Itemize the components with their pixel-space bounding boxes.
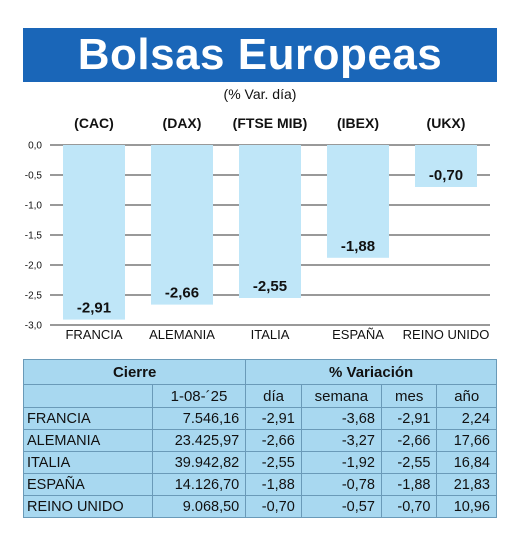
row-name: ALEMANIA — [23, 429, 153, 452]
category-label: FRANCIA — [65, 327, 122, 342]
row-name: ESPAÑA — [23, 473, 153, 496]
row-semana: -3,68 — [300, 407, 382, 430]
row-dia: -2,66 — [245, 429, 302, 452]
y-tick-label: -0,5 — [25, 171, 43, 182]
bar — [239, 145, 301, 298]
table-row: REINO UNIDO 9.068,50 -0,70 -0,57 -0,70 10,96 — [23, 495, 497, 518]
y-tick-label: -1,0 — [25, 201, 43, 212]
category-label: ALEMANIA — [149, 327, 215, 342]
row-cierre: 23.425,97 — [151, 429, 247, 452]
y-tick-label: -2,5 — [25, 291, 43, 302]
y-tick-label: -2,0 — [25, 261, 43, 272]
index-label: (UKX) — [427, 115, 466, 131]
table-row: FRANCIA 7.546,16 -2,91 -3,68 -2,91 2,24 — [23, 407, 497, 430]
index-label: (CAC) — [74, 115, 114, 131]
row-mes: -2,55 — [380, 451, 438, 474]
y-tick-label: -1,5 — [25, 231, 43, 242]
bar — [63, 145, 125, 320]
row-semana: -1,92 — [300, 451, 382, 474]
table-row: ALEMANIA 23.425,97 -2,66 -3,27 -2,66 17,66 — [23, 429, 497, 452]
category-label: REINO UNIDO — [403, 327, 490, 342]
row-mes: -2,91 — [380, 407, 438, 430]
row-cierre: 7.546,16 — [151, 407, 247, 430]
bar — [327, 145, 389, 258]
row-anio: 16,84 — [436, 451, 497, 474]
chart-subtitle: (% Var. día) — [223, 86, 297, 102]
col-semana: semana — [300, 384, 382, 408]
col-anio: año — [436, 384, 497, 408]
row-cierre: 39.942,82 — [151, 451, 247, 474]
row-semana: -0,78 — [300, 473, 382, 496]
row-mes: -0,70 — [380, 495, 438, 518]
bar-value-label: -2,66 — [165, 285, 199, 302]
header-cierre: Cierre — [22, 359, 247, 385]
y-axis-ticks: 0,0 -0,5 -1,0 -1,5 -2,0 -2,5 -3,0 — [25, 141, 43, 332]
row-cierre: 9.068,50 — [151, 495, 247, 518]
row-anio: 2,24 — [436, 407, 497, 430]
bar-value-label: -1,88 — [341, 238, 375, 255]
header-date: 1-08-´25 — [151, 384, 247, 408]
row-anio: 21,83 — [436, 473, 497, 496]
index-label: (FTSE MIB) — [233, 115, 308, 131]
category-labels: FRANCIA ALEMANIA ITALIA ESPAÑA REINO UNIDO — [65, 327, 489, 342]
row-semana: -0,57 — [300, 495, 382, 518]
row-cierre: 14.126,70 — [151, 473, 247, 496]
row-mes: -1,88 — [380, 473, 438, 496]
index-label: (DAX) — [163, 115, 202, 131]
bar-value-label: -2,91 — [77, 300, 111, 317]
category-label: ITALIA — [251, 327, 290, 342]
row-dia: -0,70 — [245, 495, 302, 518]
bars — [63, 145, 477, 320]
row-dia: -2,55 — [245, 451, 302, 474]
col-mes: mes — [380, 384, 438, 408]
row-name: REINO UNIDO — [23, 495, 153, 518]
row-dia: -1,88 — [245, 473, 302, 496]
index-label: (IBEX) — [337, 115, 379, 131]
table-row: ITALIA 39.942,82 -2,55 -1,92 -2,55 16,84 — [23, 451, 497, 474]
row-semana: -3,27 — [300, 429, 382, 452]
row-name: FRANCIA — [23, 407, 153, 430]
closing-table: Cierre % Variación 1-08-´25 día semana m… — [22, 359, 497, 518]
category-label: ESPAÑA — [332, 327, 384, 342]
row-anio: 10,96 — [436, 495, 497, 518]
bar — [415, 145, 477, 187]
header-variacion: % Variación — [245, 359, 497, 385]
table-row: ESPAÑA 14.126,70 -1,88 -0,78 -1,88 21,83 — [23, 473, 497, 496]
bar-value-label: -0,70 — [429, 167, 463, 184]
y-tick-label: -3,0 — [25, 321, 43, 332]
row-anio: 17,66 — [436, 429, 497, 452]
header-blank — [23, 384, 153, 408]
title-banner: Bolsas Europeas — [23, 28, 497, 82]
col-dia: día — [245, 384, 302, 408]
y-tick-label: 0,0 — [28, 141, 42, 152]
bar — [151, 145, 213, 305]
row-dia: -2,91 — [245, 407, 302, 430]
value-labels: -2,91 -2,66 -2,55 -1,88 -0,70 — [77, 167, 463, 317]
index-labels: (CAC) (DAX) (FTSE MIB) (IBEX) (UKX) — [74, 115, 465, 131]
row-mes: -2,66 — [380, 429, 438, 452]
bar-chart: (CAC) (DAX) (FTSE MIB) (IBEX) (UKX) 0,0 -0,5 -… — [25, 115, 490, 342]
bar-value-label: -2,55 — [253, 278, 287, 295]
row-name: ITALIA — [23, 451, 153, 474]
chart-title: Bolsas Europeas — [77, 30, 443, 79]
